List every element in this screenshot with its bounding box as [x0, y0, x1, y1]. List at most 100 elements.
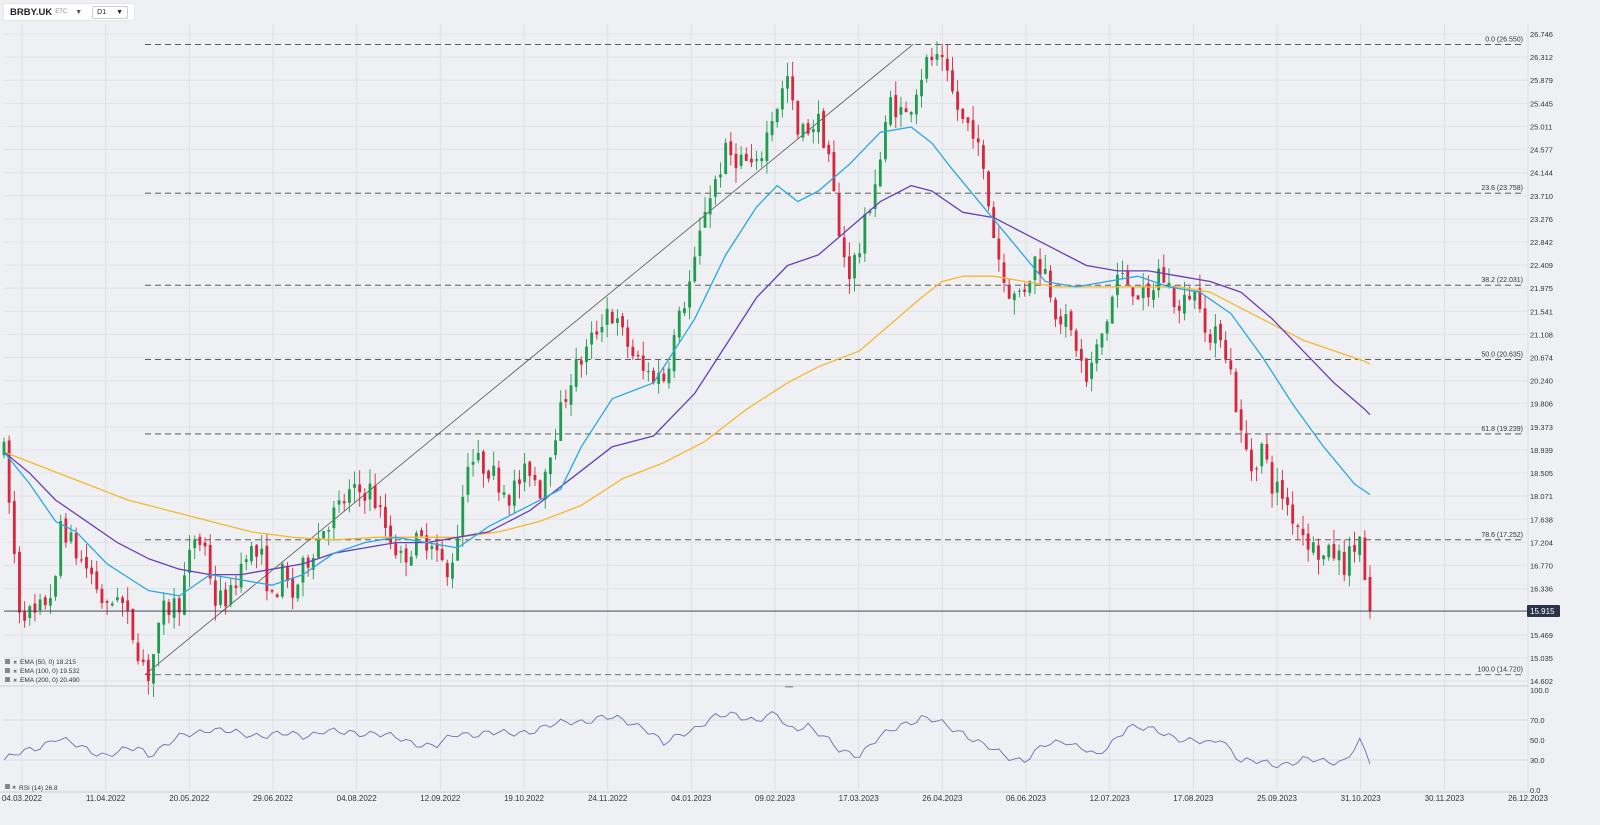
candle-body	[1018, 290, 1021, 292]
candle-body	[662, 373, 666, 382]
candle-body	[445, 562, 449, 578]
candle-body	[1296, 525, 1300, 527]
price-tick-label: 14.602	[1530, 677, 1553, 686]
price-tick-label: 26.312	[1530, 53, 1553, 62]
candle-body	[1208, 334, 1212, 343]
candle-body	[33, 603, 37, 613]
candle-body	[363, 493, 367, 501]
candle-body	[1043, 268, 1047, 274]
candle-body	[806, 123, 810, 134]
candle-body	[435, 543, 439, 551]
symbol-label[interactable]: BRBY.UK	[10, 6, 53, 18]
date-tick-label: 09.02.2023	[755, 794, 796, 803]
candle-body	[713, 179, 717, 197]
candle-body	[724, 142, 728, 174]
candle-body	[409, 556, 413, 566]
candle-body	[1219, 323, 1222, 341]
candle-body	[152, 654, 155, 684]
candle-body	[791, 76, 795, 101]
candle-body	[38, 599, 42, 611]
candle-body	[909, 112, 913, 115]
candle-body	[250, 546, 253, 562]
candle-body	[621, 316, 624, 328]
fib-level-label: 38.2 (22.031)	[1481, 277, 1523, 284]
timeframe-select[interactable]: D1 ▼	[92, 5, 129, 19]
candle-body	[837, 193, 841, 237]
candle-body	[1255, 468, 1259, 470]
timeframe-label: D1	[97, 8, 107, 16]
candle-body	[884, 122, 887, 160]
candle-body	[992, 207, 996, 239]
candle-body	[502, 492, 506, 495]
candle-body	[817, 113, 820, 133]
date-tick-label: 20.05.2022	[169, 794, 210, 803]
candle-body	[585, 346, 588, 363]
candle-body	[559, 402, 563, 441]
price-tick-label: 24.577	[1530, 146, 1553, 155]
candle-body	[327, 530, 331, 532]
candle-body	[183, 575, 186, 615]
legend-swatch-icon	[5, 659, 10, 664]
price-tick-label: 17.638	[1530, 515, 1553, 524]
candle-body	[1146, 283, 1150, 298]
candle-body	[827, 144, 831, 155]
candle-body	[136, 642, 140, 662]
candle-body	[1286, 497, 1289, 506]
candle-body	[801, 124, 805, 138]
candle-body	[631, 346, 635, 357]
candle-body	[1177, 305, 1181, 311]
candle-body	[966, 117, 970, 123]
legend-close-icon: ✖	[13, 678, 17, 684]
candle-body	[404, 548, 408, 563]
candle-body	[518, 479, 521, 485]
candle-body	[1079, 348, 1083, 361]
candle-body	[430, 546, 434, 550]
candle-body	[1306, 533, 1310, 550]
candle-body	[770, 121, 774, 136]
chevron-down-icon: ▼	[116, 8, 124, 16]
candle-body	[1311, 542, 1315, 553]
candle-body	[626, 327, 630, 347]
candle-body	[641, 355, 645, 371]
candle-body	[172, 598, 176, 618]
candle-body	[744, 153, 748, 161]
price-tick-label: 15.035	[1530, 654, 1553, 663]
candle-body	[1193, 290, 1197, 301]
candle-body	[914, 94, 918, 115]
candle-body	[224, 589, 228, 607]
candle-body	[935, 54, 939, 60]
rsi-legend-close-icon: ✖	[12, 785, 16, 791]
price-tick-label: 23.710	[1530, 192, 1553, 201]
date-tick-label: 29.06.2022	[253, 794, 294, 803]
date-tick-label: 11.04.2022	[86, 794, 126, 803]
candle-body	[868, 211, 872, 213]
candle-body	[940, 54, 944, 58]
candle-body	[1028, 280, 1032, 293]
date-tick-label: 26.04.2023	[922, 794, 963, 803]
candle-body	[667, 368, 671, 384]
candle-body	[600, 326, 604, 333]
candle-body	[296, 584, 300, 599]
candle-body	[1301, 528, 1305, 536]
candle-body	[1023, 289, 1027, 293]
candle-body	[121, 597, 124, 603]
legend-swatch-icon	[5, 677, 10, 682]
candle-body	[548, 457, 552, 475]
candle-body	[141, 659, 145, 663]
candle-body	[69, 532, 73, 542]
candle-body	[368, 483, 372, 500]
candle-body	[1332, 544, 1336, 559]
candle-body	[1244, 433, 1248, 450]
candle-body	[399, 550, 403, 553]
date-tick-label: 25.09.2023	[1257, 794, 1298, 803]
candle-body	[523, 463, 527, 483]
candle-body	[739, 154, 743, 166]
candle-body	[847, 256, 851, 280]
candle-body	[652, 370, 655, 383]
candle-body	[956, 91, 960, 110]
price-tick-label: 22.842	[1530, 238, 1553, 247]
price-tick-label: 21.975	[1530, 284, 1553, 293]
candle-body	[971, 120, 975, 139]
symbol-dropdown-icon[interactable]: ▼	[75, 8, 83, 16]
